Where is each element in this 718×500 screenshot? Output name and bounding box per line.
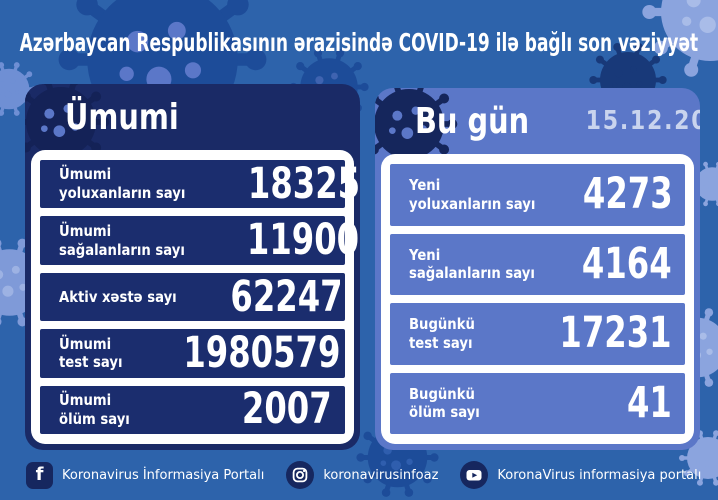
instagram-icon — [286, 461, 315, 489]
stat-value: 4164 — [582, 238, 672, 289]
social-facebook-label: Koronavirus İnformasiya Portalı — [62, 467, 265, 483]
panel-total: Ümumi Ümumi yoluxanların sayı 183259 Ümu… — [25, 84, 360, 450]
stat-label: Yeni yoluxanların sayı — [409, 176, 553, 214]
stat-label-line2: sağalanların sayı — [409, 264, 535, 283]
stat-label-line2: test sayı — [59, 353, 123, 372]
stat-value: 62247 — [230, 271, 343, 322]
page-title: Azərbaycan Respublikasının ərazisində CO… — [0, 22, 718, 62]
stat-label-line2: ölüm sayı — [59, 409, 130, 428]
stat-label-line1: Ümumi — [59, 391, 112, 410]
stat-label-line1: Ümumi — [59, 165, 112, 184]
panel-title-total: Ümumi — [65, 96, 179, 138]
panel-title-today: Bu gün — [415, 100, 530, 142]
youtube-icon — [460, 461, 489, 489]
stat-label: Ümumi test sayı — [59, 335, 131, 373]
stat-label: Yeni sağalanların sayı — [409, 246, 552, 284]
stat-label: Ümumi yoluxanların sayı — [59, 165, 203, 203]
panel-total-header: Ümumi — [25, 84, 360, 150]
stat-label: Ümumi sağalanların sayı — [59, 222, 202, 260]
stat-label-line1: Ümumi — [59, 334, 112, 353]
stat-label: Bugünkü test sayı — [409, 315, 484, 353]
stat-row-total-infections: Ümumi yoluxanların sayı 183259 — [40, 160, 360, 209]
stat-row-total-deaths: Ümumi ölüm sayı 2007 — [40, 384, 345, 435]
stat-value: 2007 — [242, 384, 332, 435]
stat-label-line2: ölüm sayı — [409, 403, 480, 422]
stat-value: 1980579 — [183, 327, 341, 378]
panel-total-body: Ümumi yoluxanların sayı 183259 Ümumi sağ… — [31, 150, 360, 444]
stat-value: 119005 — [246, 215, 360, 266]
stat-value: 41 — [627, 377, 672, 428]
social-instagram[interactable]: koronavirusinfoaz — [286, 461, 438, 489]
social-facebook[interactable]: f Koronavirus İnformasiya Portalı — [26, 461, 265, 489]
stat-label-line1: Yeni — [409, 245, 441, 264]
stat-row-new-infections: Yeni yoluxanların sayı 4273 — [390, 164, 685, 226]
stat-label-line1: Yeni — [409, 176, 441, 194]
stat-row-new-recovered: Yeni sağalanların sayı 4164 — [390, 233, 685, 295]
footer: f Koronavirus İnformasiya Portalı korona… — [0, 450, 718, 500]
page-title-text: Azərbaycan Respublikasının ərazisində CO… — [19, 27, 699, 57]
stat-label-line2: yoluxanların sayı — [59, 184, 186, 203]
stat-row-total-tests: Ümumi test sayı 1980579 — [40, 327, 345, 378]
stat-label: Aktiv xəstə sayı — [59, 288, 193, 307]
stat-value: 17231 — [559, 308, 672, 359]
social-youtube-label: KoronaVirus informasiya portalı — [497, 467, 702, 483]
stat-label-line1: Bugünkü — [409, 315, 475, 333]
panel-today: Bu gün 15.12.2020 Yeni yoluxanların sayı… — [375, 88, 700, 450]
stat-label-line2: yoluxanların sayı — [409, 194, 536, 213]
stat-row-total-recovered: Ümumi sağalanların sayı 119005 — [40, 216, 360, 265]
stat-row-active-cases: Aktiv xəstə sayı 62247 — [40, 271, 345, 322]
stat-label-line1: Bugünkü — [409, 384, 475, 403]
social-youtube[interactable]: KoronaVirus informasiya portalı — [460, 461, 701, 489]
stat-label-line1: Aktiv xəstə sayı — [59, 287, 177, 306]
stat-label-line2: sağalanların sayı — [59, 240, 185, 259]
stat-label: Ümumi ölüm sayı — [59, 391, 140, 429]
facebook-icon: f — [26, 461, 53, 489]
stat-row-today-tests: Bugünkü test sayı 17231 — [390, 303, 685, 365]
stat-value: 183259 — [247, 158, 360, 209]
stat-label-line1: Ümumi — [59, 221, 112, 240]
social-instagram-label: koronavirusinfoaz — [323, 467, 439, 483]
panel-today-body: Yeni yoluxanların sayı 4273 Yeni sağalan… — [381, 154, 694, 444]
report-date: 15.12.2020 — [585, 106, 700, 136]
stat-row-today-deaths: Bugünkü ölüm sayı 41 — [390, 372, 685, 434]
stat-label: Bugünkü ölüm sayı — [409, 385, 490, 423]
panel-today-header: Bu gün 15.12.2020 — [375, 88, 700, 154]
stat-label-line2: test sayı — [409, 333, 473, 352]
stat-value: 4273 — [582, 169, 673, 220]
